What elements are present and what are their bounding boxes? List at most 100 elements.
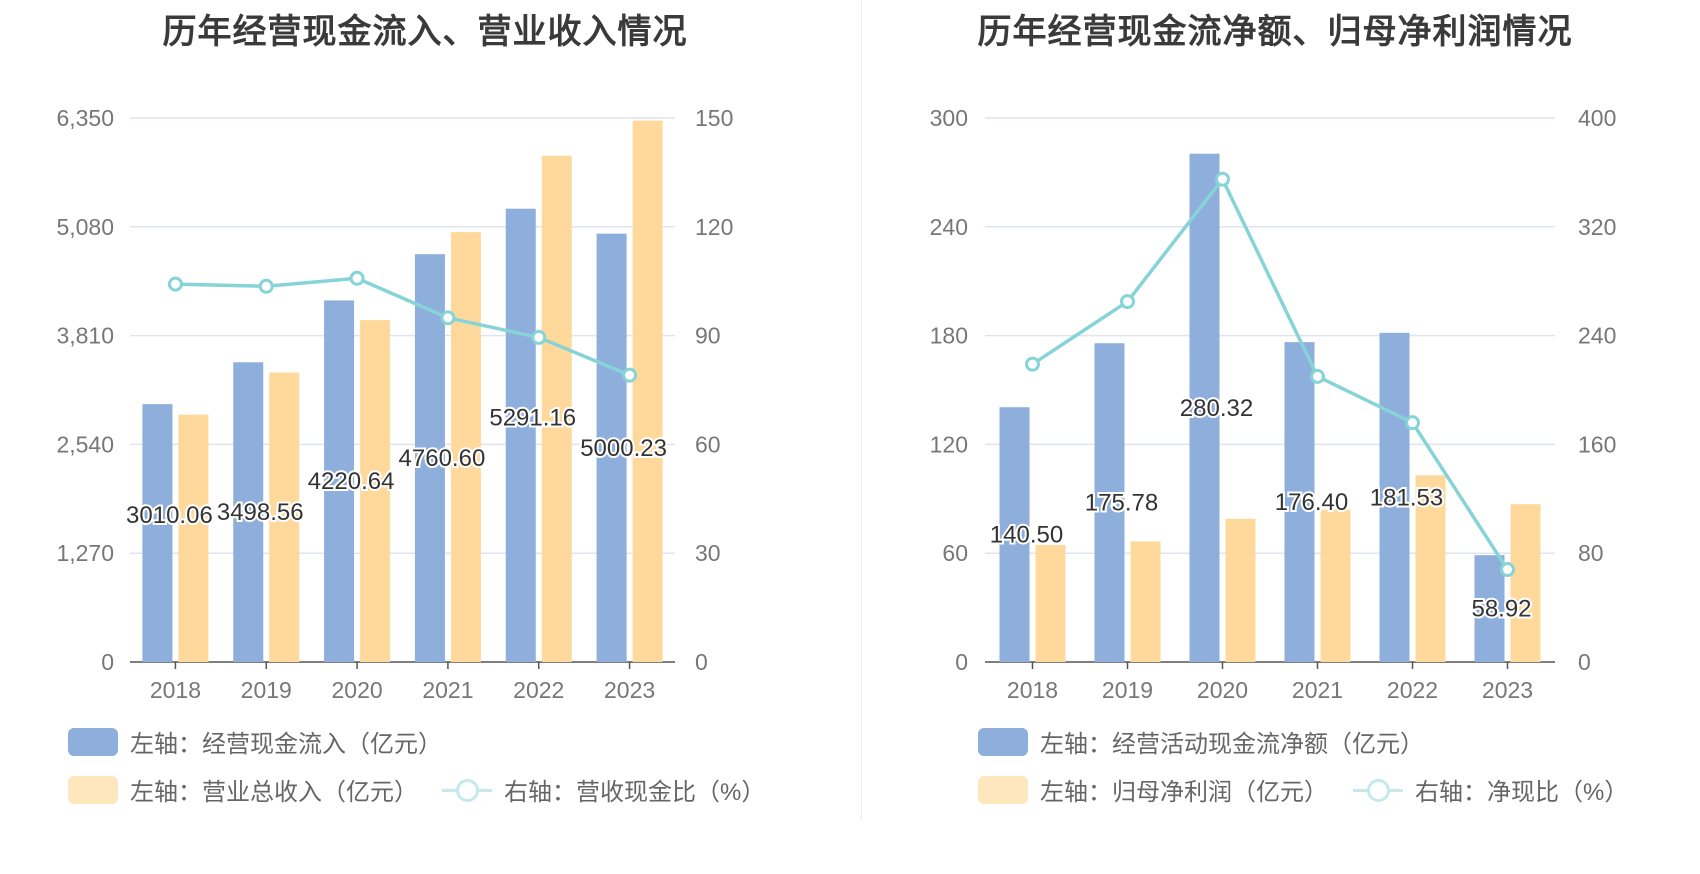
right-axis-tick-label: 0: [1578, 649, 1591, 675]
right-axis-tick-label: 320: [1578, 214, 1616, 240]
x-axis-tick-label: 2023: [1482, 677, 1533, 703]
bar-series1-2023: [1474, 555, 1505, 662]
bar-series1-2022: [1379, 332, 1410, 662]
legend-label: 左轴：营业总收入（亿元）: [130, 779, 418, 806]
legend-line-icon: [442, 776, 492, 804]
bar-series2-2023: [632, 120, 663, 663]
left-axis-tick-label: 0: [101, 649, 114, 675]
bar-series2-2020: [360, 320, 391, 662]
ratio-point: [622, 367, 638, 383]
bar-series2-2019: [1130, 541, 1161, 662]
bar-series1-2019: [233, 362, 264, 662]
bar-data-label: 5291.16: [489, 404, 576, 431]
ratio-point: [258, 278, 274, 294]
legend-swatch-blue: [978, 727, 1028, 756]
left-axis-tick-label: 180: [930, 323, 968, 349]
ratio-point: [1405, 415, 1420, 431]
ratio-point: [531, 329, 547, 345]
bar-data-label: 140.50: [990, 522, 1063, 549]
left-axis-tick-label: 60: [942, 540, 968, 566]
chart-panel-cash-inflow: 历年经营现金流入、营业收入情况 0 0 1,270 30 2,540 60 3,810 90 5…: [56, 13, 765, 807]
ratio-point: [1310, 368, 1325, 384]
panel-divider: [861, 0, 862, 820]
ratio-point: [1215, 171, 1230, 187]
bar-data-label: 3498.56: [217, 499, 304, 526]
bar-series1-2020: [324, 300, 355, 662]
ratio-point: [167, 276, 183, 292]
x-axis-tick-label: 2021: [422, 677, 473, 703]
legend-item-net-cash-ratio[interactable]: 右轴：净现比（%）: [1353, 772, 1628, 807]
bar-series1-2021: [414, 254, 445, 662]
bar-series2-2018: [1035, 545, 1066, 662]
bar-series1-2023: [596, 233, 627, 662]
legend-item-cash-inflow[interactable]: 左轴：经营现金流入（亿元）: [68, 724, 442, 759]
bar-data-label: 175.78: [1085, 490, 1158, 517]
left-axis-tick-label: 120: [930, 431, 968, 457]
bar-data-label: 176.40: [1275, 489, 1348, 516]
left-axis-tick-label: 2,540: [56, 431, 114, 457]
right-axis-tick-label: 400: [1578, 105, 1616, 131]
chart-title: 历年经营现金流入、营业收入情况: [162, 13, 688, 51]
x-axis-tick-label: 2020: [1197, 677, 1248, 703]
bar-series2-2018: [178, 414, 209, 662]
left-axis-tick-label: 240: [930, 214, 968, 240]
legend-swatch-orange: [978, 775, 1028, 804]
x-axis-tick-label: 2019: [1102, 677, 1153, 703]
bar-series2-2020: [1225, 518, 1256, 662]
bar-data-label: 3010.06: [126, 502, 213, 529]
bar-data-label: 181.53: [1370, 484, 1443, 511]
right-axis-tick-label: 60: [695, 431, 721, 457]
left-axis-tick-label: 0: [955, 649, 968, 675]
legend-item-revenue[interactable]: 左轴：营业总收入（亿元）: [68, 772, 418, 807]
chart-plot: 0 0 60 80 120 160 180 240 240 320 300 400 2018 2019 20…: [930, 105, 1617, 703]
x-axis-tick-label: 2021: [1292, 677, 1343, 703]
legend-label: 右轴：净现比（%）: [1415, 779, 1629, 806]
chart-title: 历年经营现金流净额、归母净利润情况: [977, 13, 1573, 51]
x-axis-tick-label: 2023: [604, 677, 655, 703]
legend-line-icon: [1353, 776, 1403, 804]
right-axis-tick-label: 120: [695, 214, 733, 240]
bar-series2-2019: [269, 372, 300, 662]
legend-item-net-profit[interactable]: 左轴：归母净利润（亿元）: [978, 772, 1328, 807]
bar-series1-2018: [142, 404, 173, 662]
bar-series2-2021: [450, 232, 481, 662]
bar-data-label: 5000.23: [580, 435, 667, 462]
left-axis-tick-label: 6,350: [56, 105, 114, 131]
ratio-point: [1500, 562, 1515, 578]
legend-item-net-cash[interactable]: 左轴：经营活动现金流净额（亿元）: [978, 724, 1424, 759]
bar-series2-2021: [1320, 509, 1351, 662]
legend-label: 左轴：经营活动现金流净额（亿元）: [1040, 731, 1424, 758]
ratio-point: [349, 270, 365, 286]
left-axis-tick-label: 1,270: [56, 540, 114, 566]
x-axis-tick-label: 2018: [1007, 677, 1058, 703]
left-axis-tick-label: 300: [930, 105, 968, 131]
legend-swatch-blue: [68, 727, 118, 756]
right-axis-tick-label: 150: [695, 105, 733, 131]
right-axis-tick-label: 30: [695, 540, 721, 566]
bar-series1-2020: [1189, 153, 1220, 662]
x-axis-tick-label: 2022: [1387, 677, 1438, 703]
ratio-point: [440, 310, 456, 326]
bar-data-label: 4220.64: [308, 468, 395, 495]
x-axis-tick-label: 2020: [331, 677, 382, 703]
right-axis-tick-label: 80: [1578, 540, 1604, 566]
bar-data-label: 4760.60: [399, 445, 486, 472]
right-axis-tick-label: 240: [1578, 323, 1616, 349]
bar-series2-2023: [1510, 504, 1541, 662]
ratio-line: [175, 276, 631, 377]
right-axis-tick-label: 160: [1578, 431, 1616, 457]
bar-series2-2022: [541, 155, 572, 662]
bar-data-label: 280.32: [1180, 395, 1253, 422]
ratio-line: [1031, 175, 1509, 571]
legend-label: 左轴：经营现金流入（亿元）: [130, 731, 442, 758]
bar-series1-2019: [1094, 343, 1125, 662]
right-axis-tick-label: 90: [695, 323, 721, 349]
bar-data-label: 58.92: [1471, 596, 1531, 623]
x-axis-tick-label: 2022: [513, 677, 564, 703]
legend-item-cash-ratio[interactable]: 右轴：营收现金比（%）: [442, 772, 765, 807]
bar-series1-2018: [999, 407, 1030, 662]
left-axis-tick-label: 3,810: [56, 323, 114, 349]
right-axis-tick-label: 0: [695, 649, 708, 675]
bar-series1-2022: [505, 208, 536, 662]
legend-label: 右轴：营收现金比（%）: [504, 779, 766, 806]
